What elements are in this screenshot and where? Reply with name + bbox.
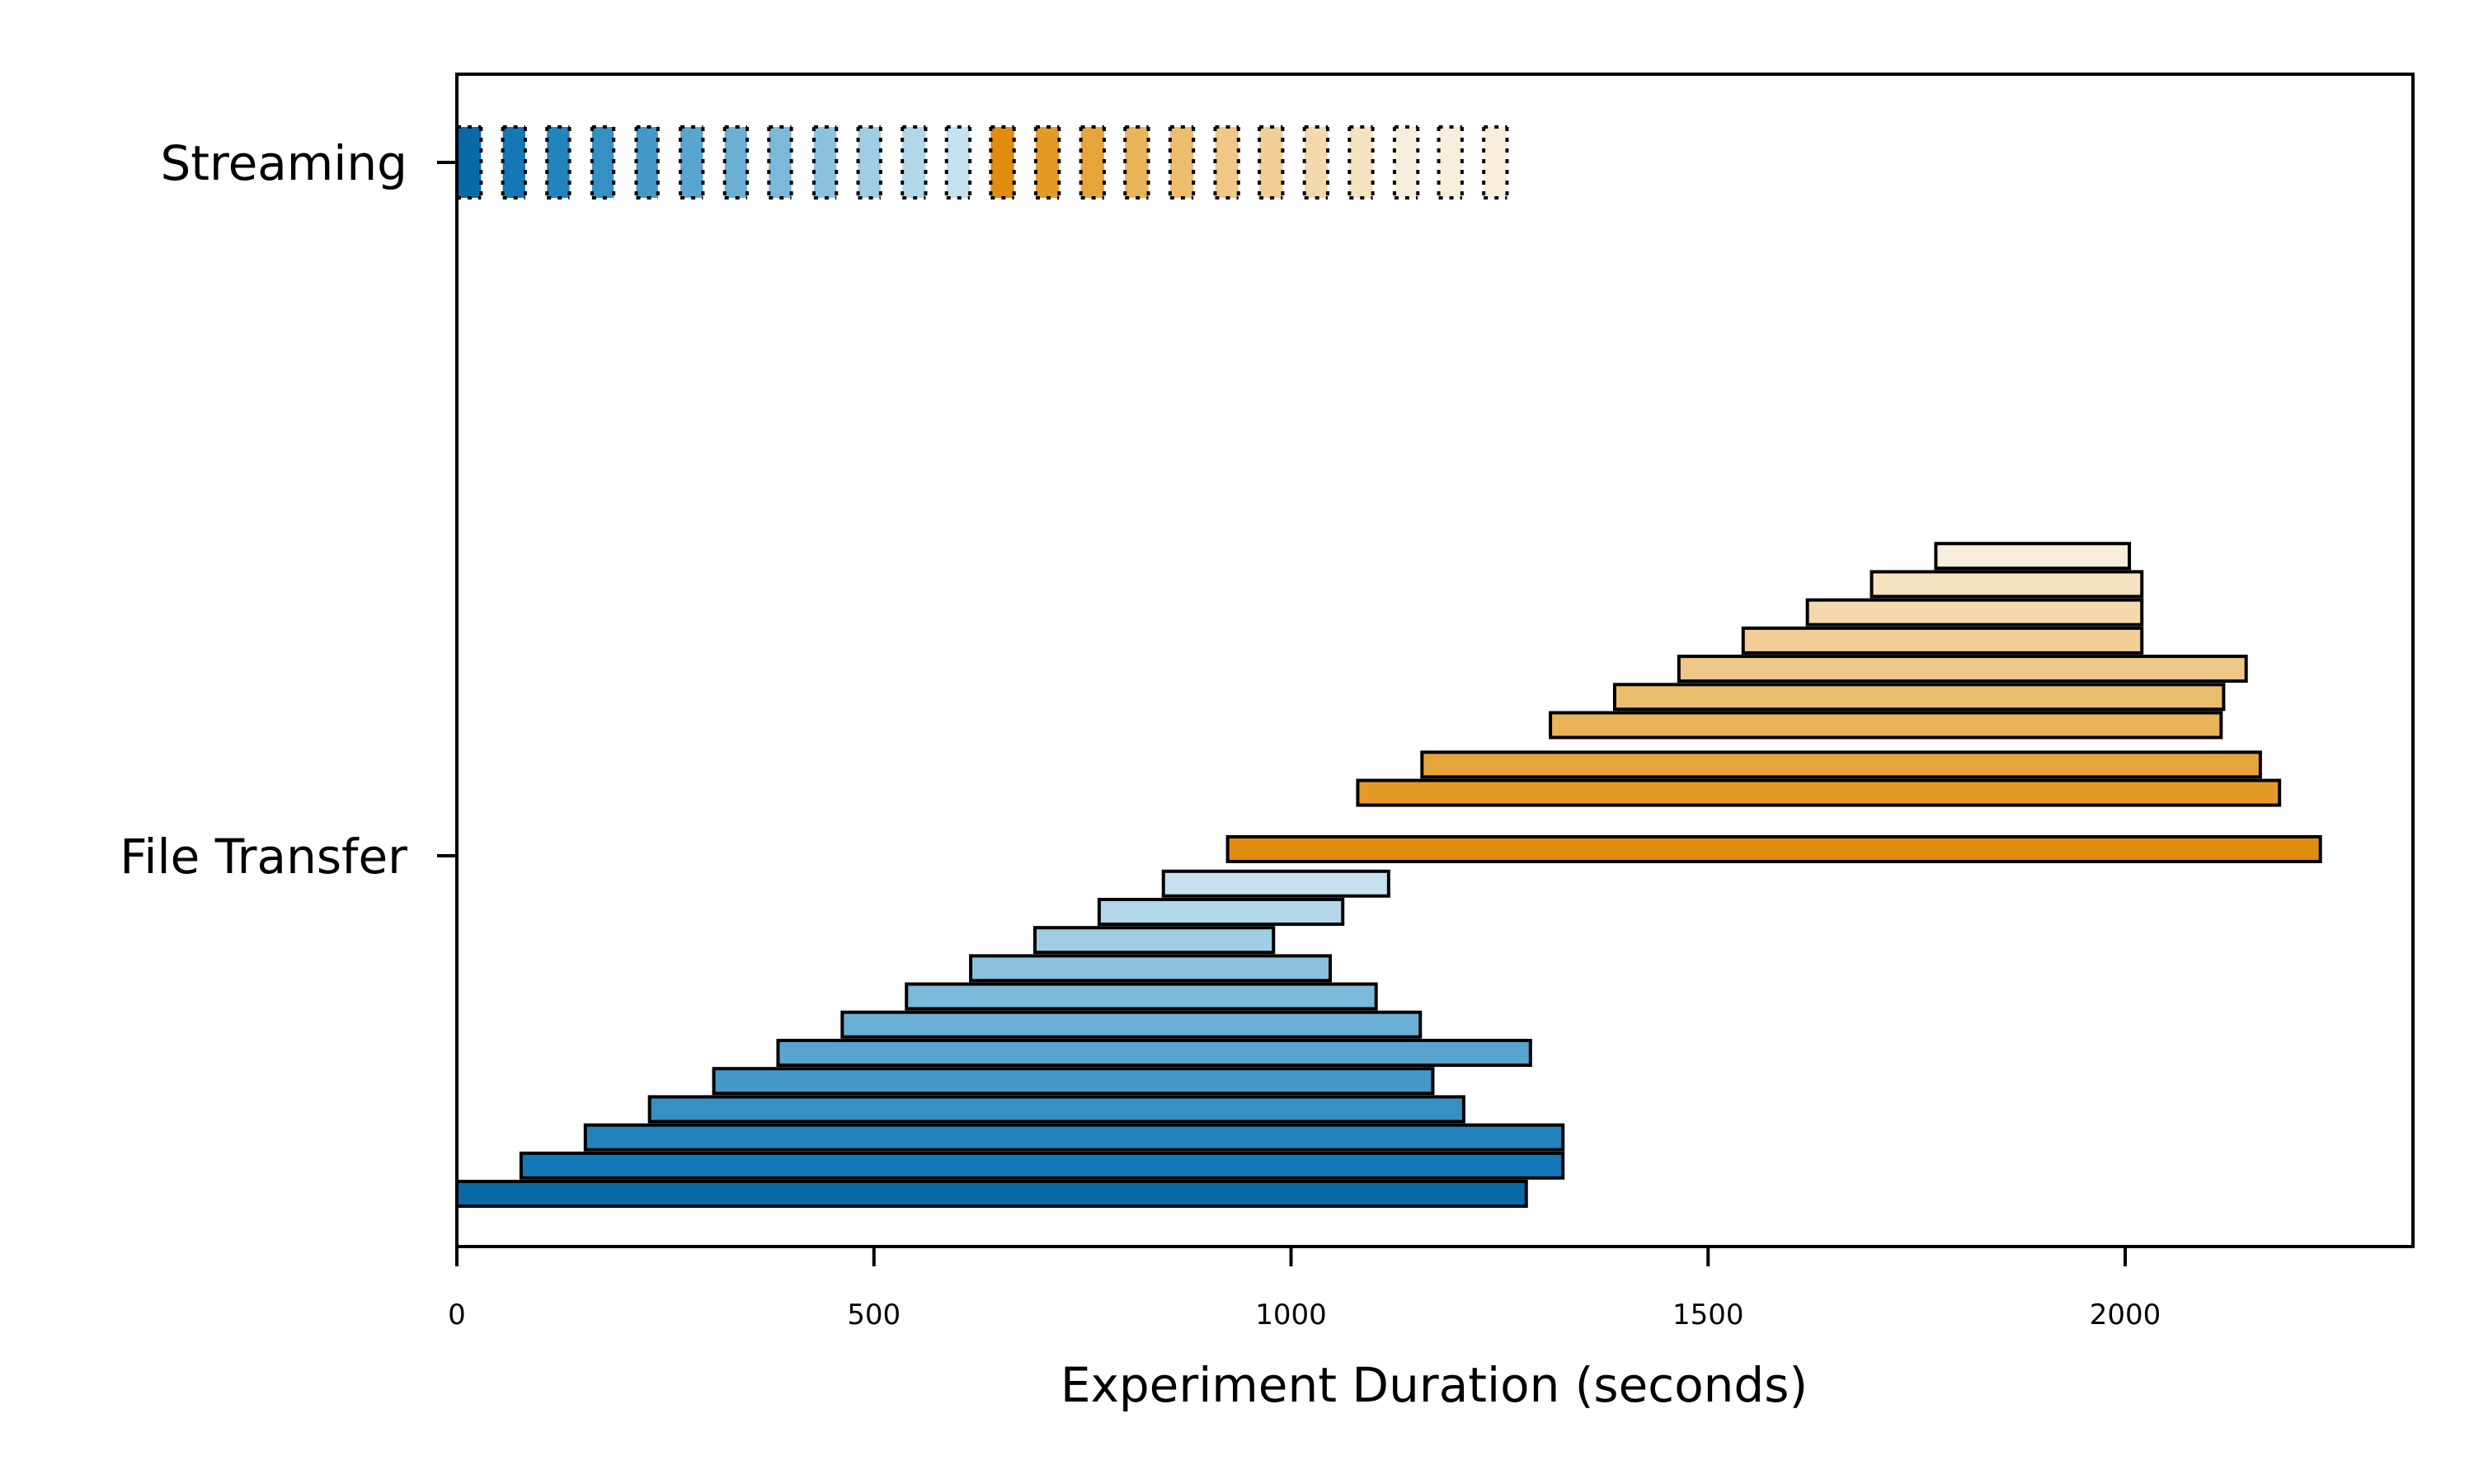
file-transfer-bar-orange-5 bbox=[1612, 683, 2226, 711]
file-transfer-bar-orange-6 bbox=[1677, 655, 2248, 683]
streaming-segment-blue-2 bbox=[501, 125, 527, 200]
streaming-segment-orange-2 bbox=[1033, 125, 1061, 200]
streaming-segment-orange-12 bbox=[1482, 125, 1509, 200]
file-transfer-bar-orange-3 bbox=[1420, 750, 2262, 779]
y-tick-label-file-transfer: File Transfer bbox=[120, 829, 407, 885]
file-transfer-bar-blue-8 bbox=[905, 982, 1378, 1011]
file-transfer-bar-orange-9 bbox=[1870, 570, 2144, 599]
x-axis-label: Experiment Duration (seconds) bbox=[1061, 1357, 1808, 1413]
file-transfer-bar-blue-6 bbox=[776, 1039, 1532, 1067]
streaming-segment-blue-3 bbox=[545, 125, 571, 200]
streaming-segment-blue-4 bbox=[590, 125, 616, 200]
x-tick-label-1000: 1000 bbox=[1255, 1298, 1327, 1331]
file-transfer-bar-orange-10 bbox=[1934, 542, 2132, 571]
streaming-segment-blue-12 bbox=[944, 125, 972, 200]
x-tick-label-500: 500 bbox=[847, 1298, 901, 1331]
streaming-segment-orange-9 bbox=[1348, 125, 1375, 200]
file-transfer-bar-blue-7 bbox=[840, 1010, 1423, 1039]
x-axis-ticks: 0 500 1000 1500 2000 bbox=[448, 1247, 2161, 1331]
x-tick-label-2000: 2000 bbox=[2090, 1298, 2161, 1331]
streaming-segment-orange-3 bbox=[1079, 125, 1106, 200]
streaming-segment-orange-11 bbox=[1437, 125, 1464, 200]
streaming-segment-orange-6 bbox=[1213, 125, 1240, 200]
file-transfer-bar-orange-1 bbox=[1225, 835, 2322, 863]
file-transfer-bar-blue-4 bbox=[647, 1095, 1465, 1124]
streaming-segment-orange-5 bbox=[1168, 125, 1196, 200]
file-transfer-bar-blue-10 bbox=[1032, 926, 1276, 955]
streaming-segment-orange-1 bbox=[989, 125, 1016, 200]
streaming-segment-blue-6 bbox=[679, 125, 705, 200]
streaming-segment-blue-7 bbox=[722, 125, 750, 200]
file-transfer-bar-blue-3 bbox=[583, 1123, 1565, 1152]
streaming-bars bbox=[455, 125, 1509, 200]
file-transfer-bar-blue-11 bbox=[1097, 898, 1345, 926]
file-transfer-bar-blue-9 bbox=[969, 954, 1333, 983]
streaming-segment-blue-10 bbox=[856, 125, 882, 200]
streaming-segment-orange-8 bbox=[1302, 125, 1330, 200]
file-transfer-bar-blue-5 bbox=[712, 1067, 1435, 1096]
file-transfer-bars bbox=[455, 542, 2322, 1208]
x-tick-label-1500: 1500 bbox=[1672, 1298, 1744, 1331]
streaming-segment-orange-7 bbox=[1258, 125, 1285, 200]
streaming-segment-blue-8 bbox=[767, 125, 793, 200]
plot-frame bbox=[455, 73, 2415, 1248]
file-transfer-bar-blue-2 bbox=[519, 1151, 1565, 1180]
file-transfer-bar-blue-1 bbox=[455, 1180, 1528, 1208]
file-transfer-bar-orange-4 bbox=[1549, 711, 2223, 740]
streaming-segment-orange-4 bbox=[1123, 125, 1150, 200]
y-axis-ticks: Streaming File Transfer bbox=[120, 135, 457, 885]
file-transfer-bar-blue-12 bbox=[1161, 869, 1390, 898]
streaming-segment-blue-1 bbox=[455, 125, 483, 200]
y-tick-label-streaming: Streaming bbox=[160, 135, 407, 191]
x-tick-label-0: 0 bbox=[448, 1298, 466, 1331]
streaming-segment-blue-11 bbox=[901, 125, 928, 200]
file-transfer-bar-orange-8 bbox=[1805, 598, 2144, 627]
streaming-segment-blue-5 bbox=[634, 125, 660, 200]
file-transfer-bar-orange-2 bbox=[1356, 778, 2282, 807]
streaming-segment-orange-10 bbox=[1392, 125, 1420, 200]
streaming-segment-blue-9 bbox=[811, 125, 839, 200]
file-transfer-bar-orange-7 bbox=[1741, 626, 2144, 655]
